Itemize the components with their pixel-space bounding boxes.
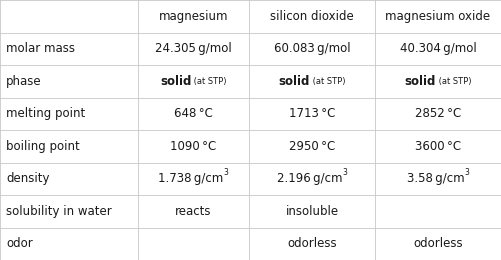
Text: odorless: odorless <box>413 237 463 250</box>
Text: phase: phase <box>6 75 42 88</box>
Text: 60.083 g/mol: 60.083 g/mol <box>274 42 350 55</box>
Text: 1090 °C: 1090 °C <box>170 140 216 153</box>
Text: 648 °C: 648 °C <box>174 107 213 120</box>
Text: odor: odor <box>6 237 33 250</box>
Text: 3.58 g/cm: 3.58 g/cm <box>407 172 464 185</box>
Text: insoluble: insoluble <box>286 205 339 218</box>
Text: solid: solid <box>405 75 436 88</box>
Text: (at STP): (at STP) <box>436 77 471 86</box>
Text: (at STP): (at STP) <box>191 77 227 86</box>
Text: 2.196 g/cm: 2.196 g/cm <box>277 172 342 185</box>
Text: 1713 °C: 1713 °C <box>289 107 335 120</box>
Text: silicon dioxide: silicon dioxide <box>270 10 354 23</box>
Text: molar mass: molar mass <box>6 42 75 55</box>
Text: boiling point: boiling point <box>6 140 80 153</box>
Text: 40.304 g/mol: 40.304 g/mol <box>400 42 476 55</box>
Text: melting point: melting point <box>6 107 85 120</box>
Text: solid: solid <box>160 75 191 88</box>
Text: odorless: odorless <box>287 237 337 250</box>
Text: (at STP): (at STP) <box>310 77 346 86</box>
Text: density: density <box>6 172 50 185</box>
Text: 3: 3 <box>342 168 347 177</box>
Text: 2950 °C: 2950 °C <box>289 140 335 153</box>
Text: 24.305 g/mol: 24.305 g/mol <box>155 42 232 55</box>
Text: 3600 °C: 3600 °C <box>415 140 461 153</box>
Text: magnesium: magnesium <box>159 10 228 23</box>
Text: reacts: reacts <box>175 205 211 218</box>
Text: 2852 °C: 2852 °C <box>415 107 461 120</box>
Text: solubility in water: solubility in water <box>6 205 112 218</box>
Text: 1.738 g/cm: 1.738 g/cm <box>158 172 223 185</box>
Text: 3: 3 <box>223 168 228 177</box>
Text: solid: solid <box>279 75 310 88</box>
Text: magnesium oxide: magnesium oxide <box>385 10 490 23</box>
Text: 3: 3 <box>464 168 469 177</box>
